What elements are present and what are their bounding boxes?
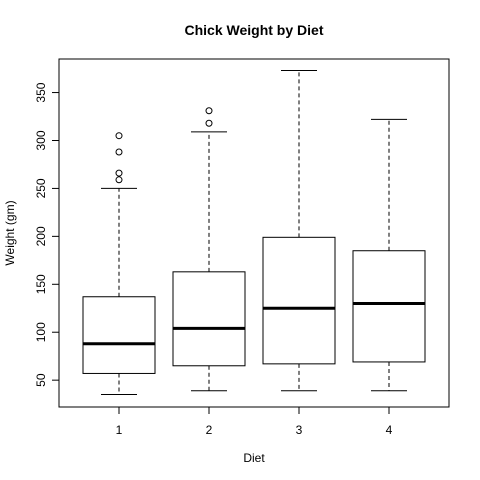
y-tick-label: 350 bbox=[34, 82, 48, 102]
box-diet-2 bbox=[172, 107, 246, 392]
chart-title: Chick Weight by Diet bbox=[185, 22, 324, 38]
y-axis: 50 100 150 200 250 300 350 bbox=[34, 82, 60, 387]
boxes-group bbox=[82, 70, 426, 396]
x-axis: 1 2 3 4 bbox=[116, 406, 393, 437]
outlier-point bbox=[115, 176, 123, 184]
iqr-box bbox=[262, 236, 336, 365]
y-tick-label: 50 bbox=[34, 373, 48, 387]
outlier-point bbox=[115, 169, 123, 177]
outlier-point bbox=[205, 119, 213, 127]
box-diet-4 bbox=[352, 118, 426, 392]
x-tick-label: 2 bbox=[206, 423, 213, 437]
y-tick-label: 200 bbox=[34, 226, 48, 246]
box-diet-1 bbox=[82, 132, 156, 396]
box-diet-3 bbox=[262, 70, 336, 392]
y-tick-label: 100 bbox=[34, 322, 48, 342]
y-tick-label: 300 bbox=[34, 130, 48, 150]
y-tick-label: 250 bbox=[34, 178, 48, 198]
iqr-box bbox=[352, 250, 426, 363]
iqr-box bbox=[172, 271, 246, 367]
y-axis-label: Weight (gm) bbox=[3, 200, 17, 265]
x-axis-label: Diet bbox=[243, 451, 265, 465]
x-tick-label: 4 bbox=[386, 423, 393, 437]
outlier-point bbox=[205, 107, 213, 115]
outlier-point bbox=[115, 132, 123, 140]
x-tick-label: 1 bbox=[116, 423, 123, 437]
x-tick-label: 3 bbox=[296, 423, 303, 437]
y-tick-label: 150 bbox=[34, 274, 48, 294]
iqr-box bbox=[82, 296, 156, 374]
outlier-point bbox=[115, 148, 123, 156]
